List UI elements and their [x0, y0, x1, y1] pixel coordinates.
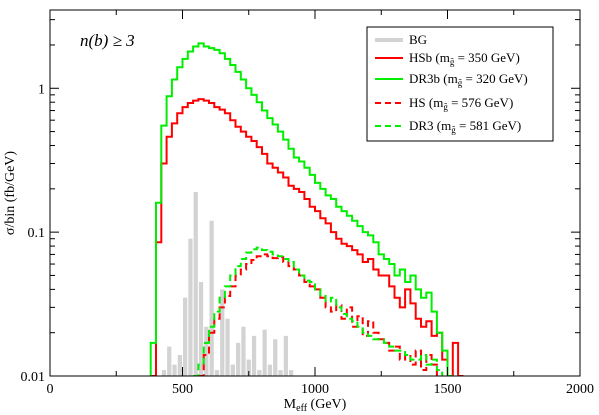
bg-bar [209, 220, 214, 376]
bg-bar [278, 370, 283, 376]
bg-bar [220, 289, 225, 376]
x-tick-label: 2000 [566, 382, 594, 397]
bg-bar [273, 339, 278, 376]
bg-bar [225, 318, 230, 376]
bg-bar [161, 370, 167, 376]
bg-bar [246, 359, 251, 376]
legend-label-dr3b: DR3b (mg̃ = 320 GeV) [409, 71, 528, 88]
x-tick-label: 0 [47, 382, 54, 397]
bg-bar [236, 342, 241, 376]
x-tick-label: 1000 [301, 382, 329, 397]
series-line-dr3b [149, 42, 453, 376]
y-tick-label: 0.01 [21, 370, 46, 385]
signal-histograms [149, 42, 464, 376]
y-tick-label: 0.1 [28, 226, 46, 241]
bg-bar [262, 329, 267, 376]
bg-bar [289, 370, 294, 376]
y-axis-title: σ/bin (fb/GeV) [3, 151, 18, 235]
series-line-dr3 [193, 246, 444, 376]
bg-histogram [161, 192, 294, 376]
bg-bar [283, 335, 288, 376]
bg-bar [183, 297, 188, 376]
axis-ticks: 0 500 1000 1500 2000 0.01 0.1 1 [21, 10, 594, 397]
legend-label-dr3: DR3 (mg̃ = 581 GeV) [409, 118, 521, 135]
legend-label-hs: HS (mg̃ = 576 GeV) [409, 95, 513, 112]
series-line-hsb [150, 98, 464, 376]
bg-bar [198, 282, 204, 376]
bg-bar [172, 364, 177, 376]
legend-box [366, 26, 554, 142]
x-axis-title: Meff (GeV) [284, 397, 347, 414]
bg-bar [251, 335, 257, 376]
legend: BG HSb (mg̃ = 350 GeV) DR3b (mg̃ = 320 G… [366, 26, 554, 142]
legend-label-hsb: HSb (mg̃ = 350 GeV) [409, 50, 520, 67]
y-tick-label: 1 [38, 82, 45, 97]
bg-bar [204, 326, 209, 376]
x-tick-label: 500 [172, 382, 193, 397]
annotation-nb: n(b) ≥ 3 [80, 31, 135, 50]
bg-bar [177, 354, 182, 376]
bg-bar [188, 238, 193, 376]
bg-bar [230, 364, 235, 376]
bg-bar [241, 326, 246, 376]
series-line-hs [198, 253, 443, 376]
x-tick-label: 1500 [434, 382, 462, 397]
bg-bar [214, 370, 220, 376]
bg-bar [167, 346, 172, 376]
bg-bar [267, 364, 273, 376]
bg-bar [193, 192, 198, 376]
legend-label-bg: BG [409, 32, 427, 47]
bg-bar [257, 370, 262, 376]
